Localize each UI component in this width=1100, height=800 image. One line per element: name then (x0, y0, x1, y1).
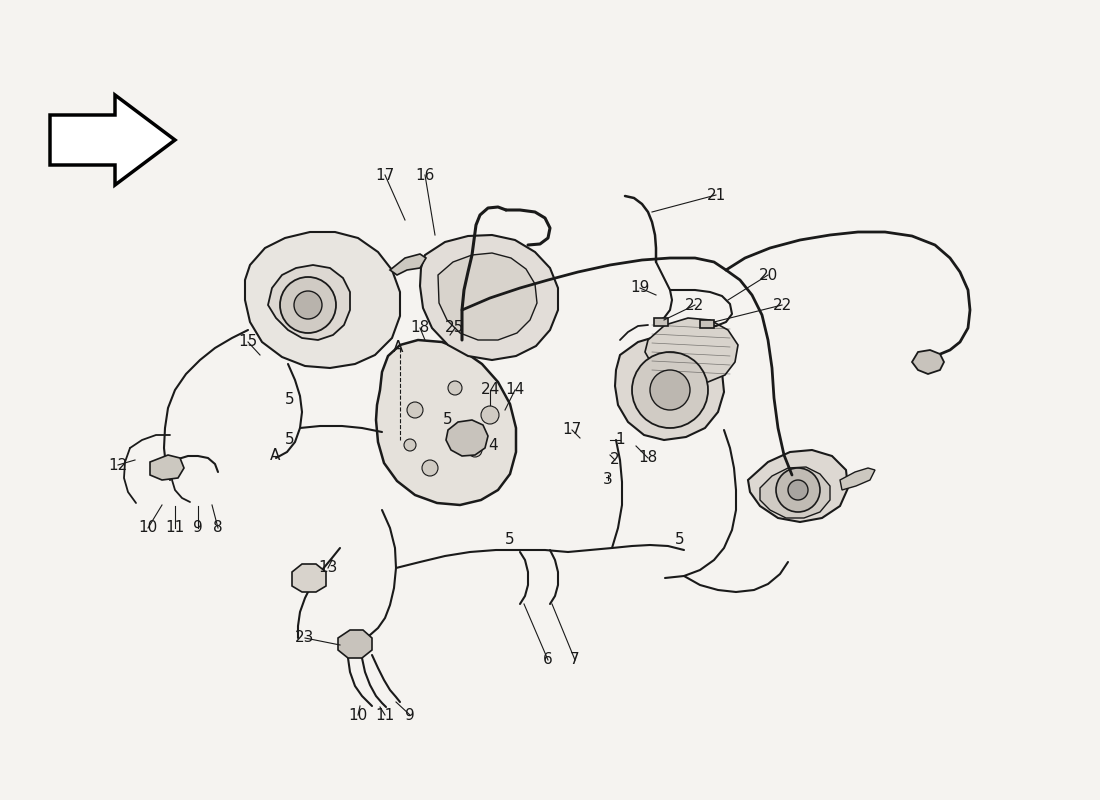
Text: 5: 5 (285, 393, 295, 407)
Polygon shape (390, 254, 426, 275)
Text: 7: 7 (570, 653, 580, 667)
Circle shape (468, 443, 482, 457)
Text: A: A (393, 341, 404, 355)
Text: 25: 25 (446, 321, 464, 335)
Circle shape (788, 480, 808, 500)
Text: 15: 15 (239, 334, 257, 350)
Polygon shape (912, 350, 944, 374)
Circle shape (422, 460, 438, 476)
Text: 3: 3 (603, 473, 613, 487)
Text: 20: 20 (758, 267, 778, 282)
Text: 9: 9 (194, 521, 202, 535)
Polygon shape (376, 340, 516, 505)
Text: 8: 8 (213, 521, 223, 535)
Text: 2: 2 (610, 453, 619, 467)
Text: 1: 1 (615, 433, 625, 447)
Text: 4: 4 (488, 438, 498, 453)
Text: 22: 22 (772, 298, 792, 313)
Text: A: A (270, 447, 280, 462)
Bar (700, 320, 714, 328)
Polygon shape (292, 564, 326, 592)
Polygon shape (245, 232, 400, 368)
Polygon shape (615, 336, 724, 440)
Text: 10: 10 (349, 707, 367, 722)
Text: 5: 5 (285, 433, 295, 447)
Text: 21: 21 (706, 187, 726, 202)
Circle shape (776, 468, 820, 512)
Circle shape (294, 291, 322, 319)
Circle shape (481, 406, 499, 424)
Circle shape (280, 277, 336, 333)
Text: 18: 18 (638, 450, 658, 466)
Text: 23: 23 (295, 630, 315, 646)
Polygon shape (760, 467, 830, 518)
Text: 12: 12 (109, 458, 128, 473)
Circle shape (650, 370, 690, 410)
Text: 22: 22 (685, 298, 705, 313)
Polygon shape (645, 318, 738, 383)
Polygon shape (50, 95, 175, 185)
Text: 11: 11 (165, 521, 185, 535)
Circle shape (448, 381, 462, 395)
Text: 17: 17 (375, 167, 395, 182)
Circle shape (407, 402, 424, 418)
Text: 14: 14 (505, 382, 525, 398)
Polygon shape (150, 455, 184, 480)
Circle shape (632, 352, 708, 428)
Polygon shape (338, 630, 372, 658)
Text: 19: 19 (630, 281, 650, 295)
Bar (654, 318, 668, 326)
Text: 6: 6 (543, 653, 553, 667)
Text: 18: 18 (410, 321, 430, 335)
Text: 13: 13 (318, 561, 338, 575)
Polygon shape (420, 235, 558, 360)
Text: 5: 5 (675, 533, 685, 547)
Text: 17: 17 (562, 422, 582, 438)
Polygon shape (268, 265, 350, 340)
Text: 5: 5 (505, 533, 515, 547)
Text: 10: 10 (139, 521, 157, 535)
Text: 11: 11 (375, 707, 395, 722)
Text: 24: 24 (481, 382, 499, 398)
Polygon shape (748, 450, 848, 522)
Text: 5: 5 (443, 413, 453, 427)
Polygon shape (446, 420, 488, 456)
Text: 9: 9 (405, 707, 415, 722)
Circle shape (404, 439, 416, 451)
Text: 16: 16 (416, 167, 434, 182)
Polygon shape (840, 468, 874, 490)
Polygon shape (438, 253, 537, 340)
